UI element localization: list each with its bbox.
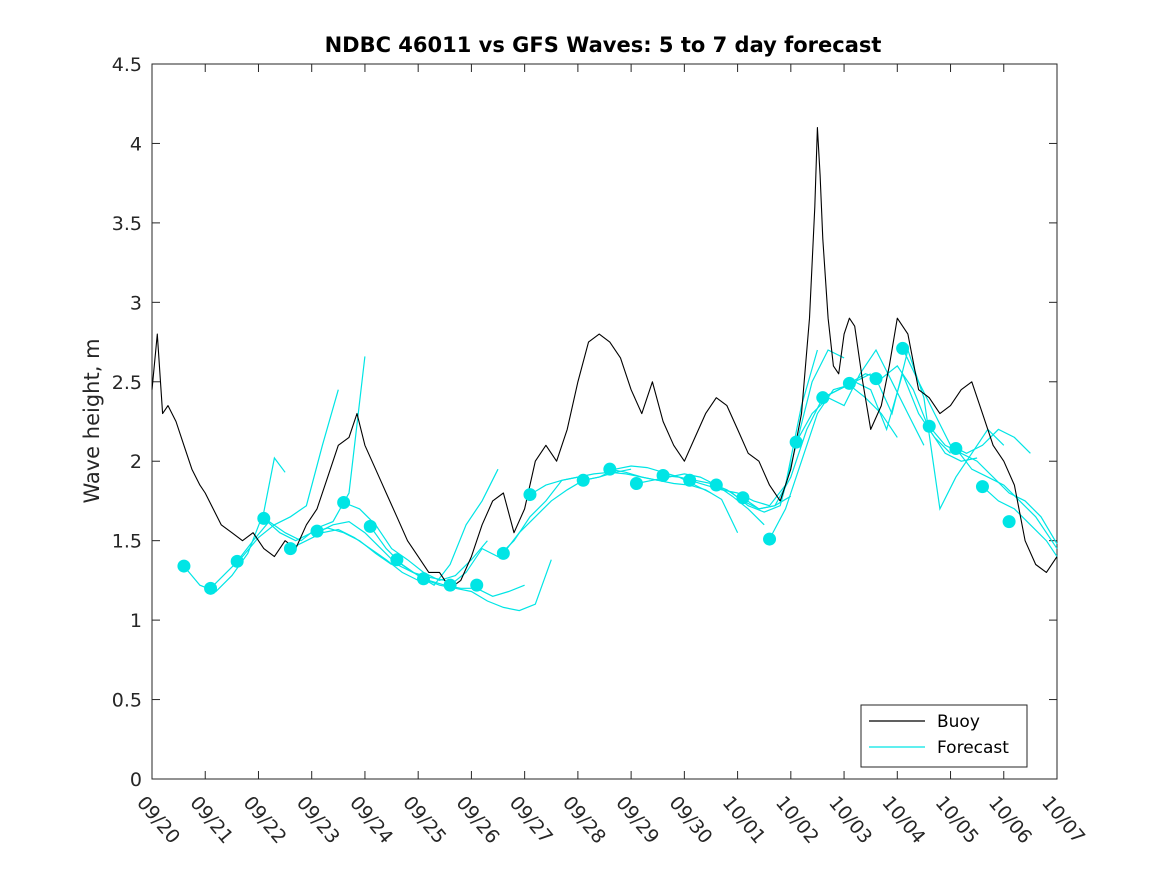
forecast-marker <box>869 372 883 386</box>
y-tick-label: 0 <box>130 769 142 791</box>
x-tick-label: 09/23 <box>292 792 344 848</box>
forecast-run-line <box>822 371 951 454</box>
forecast-run-line <box>290 528 419 581</box>
y-axis: 0 0.5 1 1.5 2 2.5 3 3.5 4 4.5 <box>112 54 1057 791</box>
forecast-marker <box>949 442 963 456</box>
forecast-marker <box>816 391 830 405</box>
forecast-marker <box>603 462 617 476</box>
buoy-line <box>151 127 1058 589</box>
x-tick-label: 10/01 <box>718 792 770 848</box>
plot-area-box <box>151 63 1058 780</box>
forecast-series <box>183 347 1058 612</box>
forecast-marker <box>310 524 324 538</box>
forecast-run-line <box>795 348 925 446</box>
forecast-marker <box>1002 515 1016 529</box>
forecast-marker <box>656 469 670 483</box>
forecast-run-line <box>768 384 898 540</box>
y-tick-label: 2.5 <box>112 372 142 394</box>
forecast-marker <box>975 480 989 494</box>
y-tick-label: 3.5 <box>112 213 142 235</box>
forecast-marker <box>363 519 377 533</box>
forecast-marker <box>257 511 271 525</box>
axes-frame <box>151 63 1058 780</box>
x-tick-label: 09/22 <box>239 792 291 848</box>
forecast-marker <box>922 419 936 433</box>
forecast-run-line <box>716 349 845 513</box>
forecast-marker <box>177 559 191 573</box>
y-tick-label: 0.5 <box>112 690 142 712</box>
forecast-marker <box>470 578 484 592</box>
forecast-run-line <box>609 468 739 533</box>
legend-forecast-label: Forecast <box>937 738 1009 758</box>
y-tick-label: 4.5 <box>112 54 142 76</box>
forecast-run-line <box>742 373 871 510</box>
legend: Buoy Forecast <box>860 704 1028 768</box>
y-axis-label: Wave height, m <box>80 338 104 503</box>
x-tick-label: 10/03 <box>824 792 876 848</box>
x-tick-label: 10/07 <box>1037 792 1089 848</box>
x-tick-label: 09/20 <box>132 792 184 848</box>
forecast-marker <box>629 476 643 490</box>
forecast-marker <box>417 572 430 586</box>
forecast-run-line <box>502 468 632 554</box>
forecast-marker <box>230 554 244 568</box>
y-tick-label: 1 <box>130 610 142 632</box>
x-tick-label: 09/27 <box>505 792 557 848</box>
x-tick-label: 09/25 <box>398 792 450 848</box>
forecast-marker <box>204 581 218 595</box>
legend-box <box>860 704 1028 768</box>
forecast-run-line <box>982 486 1058 557</box>
forecast-run-line <box>955 448 1058 549</box>
forecast-marker <box>736 491 750 505</box>
y-tick-label: 2 <box>130 451 142 473</box>
x-tick-label: 09/26 <box>452 792 504 848</box>
y-tick-label: 4 <box>130 133 142 155</box>
forecast-marker <box>496 546 510 560</box>
x-tick-label: 09/21 <box>185 792 237 848</box>
forecast-marker <box>283 542 297 556</box>
forecast-marker <box>337 496 351 510</box>
y-tick-label: 1.5 <box>112 531 142 553</box>
forecast-marker <box>709 478 723 492</box>
forecast-marker <box>390 553 404 567</box>
forecast-run-line <box>902 348 1031 454</box>
x-tick-label: 10/02 <box>771 792 823 848</box>
forecast-run-line <box>210 389 339 589</box>
x-tick-label: 09/24 <box>345 792 397 848</box>
chart-title: NDBC 46011 vs GFS Waves: 5 to 7 day fore… <box>325 33 882 57</box>
forecast-marker <box>842 376 856 390</box>
x-tick-label: 10/04 <box>877 792 929 848</box>
forecast-marker <box>896 341 910 355</box>
x-tick-label: 09/30 <box>665 792 717 848</box>
x-tick-label: 09/29 <box>611 792 663 848</box>
forecast-markers <box>177 341 1016 595</box>
y-tick-label: 3 <box>130 292 142 314</box>
forecast-marker <box>523 488 537 502</box>
forecast-run-line <box>343 501 488 582</box>
forecast-run-line <box>369 468 499 586</box>
x-tick-label: 09/28 <box>558 792 610 848</box>
forecast-marker <box>683 473 697 487</box>
forecast-run-line <box>875 347 1005 511</box>
x-tick-label: 10/05 <box>931 792 983 848</box>
legend-buoy-label: Buoy <box>937 712 980 732</box>
buoy-series <box>151 127 1058 589</box>
forecast-marker <box>443 578 457 592</box>
forecast-marker <box>576 473 590 487</box>
forecast-marker <box>789 435 803 449</box>
forecast-marker <box>763 532 777 546</box>
x-tick-label: 10/06 <box>984 792 1036 848</box>
forecast-run-line <box>183 456 286 593</box>
forecast-run-line <box>449 476 579 586</box>
